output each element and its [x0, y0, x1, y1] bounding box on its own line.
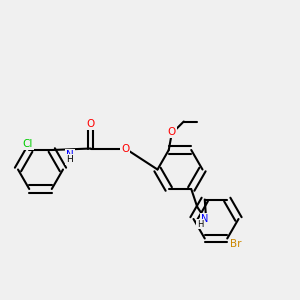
Text: Br: Br — [230, 239, 242, 250]
Text: Cl: Cl — [22, 139, 33, 149]
Text: H: H — [197, 220, 203, 229]
Text: O: O — [121, 143, 129, 154]
Text: O: O — [168, 127, 176, 137]
Text: O: O — [87, 118, 95, 129]
Text: H: H — [66, 155, 73, 164]
Text: N: N — [66, 150, 74, 160]
Text: N: N — [201, 214, 208, 224]
